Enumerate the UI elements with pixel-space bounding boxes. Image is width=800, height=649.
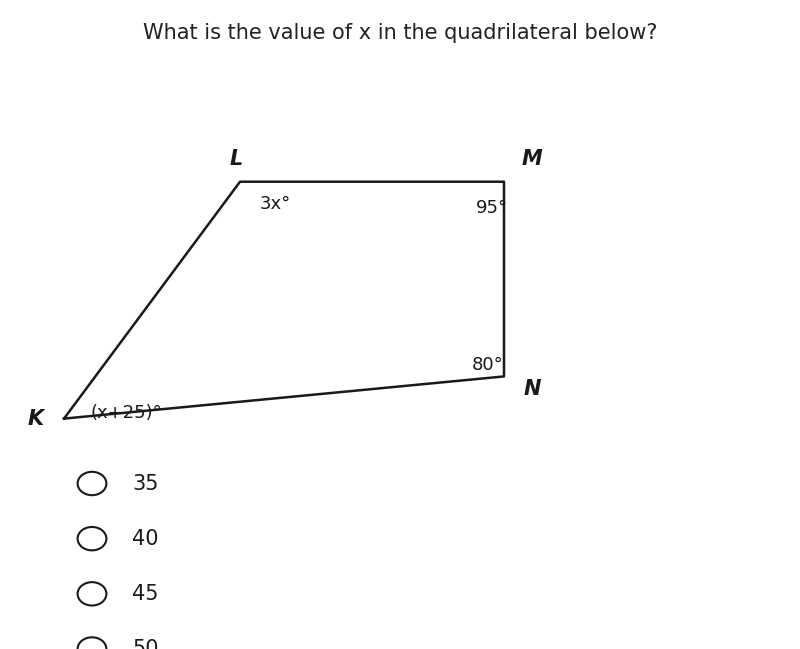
Text: 3x°: 3x° bbox=[260, 195, 291, 213]
Text: N: N bbox=[523, 380, 541, 399]
Text: L: L bbox=[230, 149, 242, 169]
Text: 45: 45 bbox=[132, 584, 158, 604]
Text: K: K bbox=[28, 409, 44, 428]
Text: 80°: 80° bbox=[472, 356, 504, 374]
Text: (x+25)°: (x+25)° bbox=[90, 404, 162, 422]
Text: 95°: 95° bbox=[476, 199, 508, 217]
Text: 35: 35 bbox=[132, 474, 158, 493]
Text: 40: 40 bbox=[132, 529, 158, 548]
Text: 50: 50 bbox=[132, 639, 158, 649]
Text: What is the value of x in the quadrilateral below?: What is the value of x in the quadrilate… bbox=[142, 23, 658, 43]
Text: M: M bbox=[522, 149, 542, 169]
